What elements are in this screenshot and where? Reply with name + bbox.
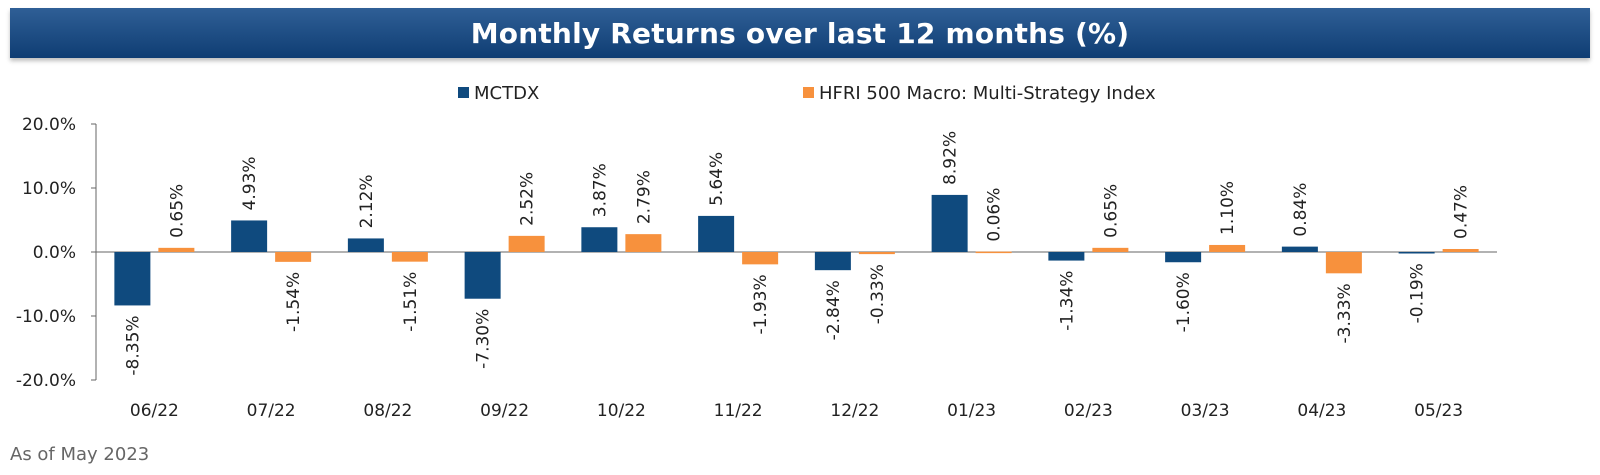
bar-mctdx <box>114 252 151 306</box>
legend-label: MCTDX <box>474 83 539 104</box>
data-label: -0.33% <box>868 264 888 324</box>
bar-hfri-index <box>508 235 545 252</box>
bar-mctdx <box>1165 252 1202 263</box>
data-label: -1.51% <box>401 272 421 332</box>
bar-mctdx <box>1281 246 1318 252</box>
bar-mctdx <box>698 215 735 252</box>
x-tick-label: 08/22 <box>363 401 412 421</box>
data-label: -3.33% <box>1335 283 1355 343</box>
bar-chart: MCTDX HFRI 500 Macro: Multi-Strategy Inde… <box>16 83 1497 421</box>
y-tick-label: -20.0% <box>16 371 76 391</box>
bar-mctdx <box>231 220 268 252</box>
y-tick-label: 20.0% <box>22 115 76 135</box>
legend-swatch <box>803 87 814 98</box>
legend-swatch <box>458 87 469 98</box>
bar-mctdx <box>814 252 851 271</box>
data-label: 2.79% <box>634 170 654 224</box>
y-tick-label: 10.0% <box>22 179 76 199</box>
data-label: -1.93% <box>751 274 771 334</box>
bar-hfri-index <box>158 247 195 252</box>
data-label: 0.06% <box>985 188 1005 242</box>
bar-hfri-index <box>742 252 779 265</box>
y-tick-label: -10.0% <box>16 307 76 327</box>
x-tick-label: 01/23 <box>947 401 996 421</box>
x-tick-label: 02/23 <box>1064 401 1113 421</box>
x-tick-label: 04/23 <box>1297 401 1346 421</box>
data-label: 0.65% <box>167 184 187 238</box>
bar-hfri-index <box>1209 244 1246 252</box>
bar-hfri-index <box>275 252 312 262</box>
data-label: 0.47% <box>1452 185 1472 239</box>
x-tick-label: 05/23 <box>1414 401 1463 421</box>
data-label: -1.60% <box>1174 272 1194 332</box>
bar-mctdx <box>1398 252 1435 254</box>
data-label: 0.65% <box>1101 184 1121 238</box>
data-label: 5.64% <box>707 152 727 206</box>
bar-hfri-index <box>858 252 895 255</box>
bar-hfri-index <box>1325 252 1362 274</box>
bar-mctdx <box>581 227 618 252</box>
bar-hfri-index <box>1092 247 1129 252</box>
legend-label: HFRI 500 Macro: Multi-Strategy Index <box>819 83 1156 104</box>
chart-title-bar: Monthly Returns over last 12 months (%) <box>10 8 1590 58</box>
data-label: -1.54% <box>284 272 304 332</box>
x-tick-label: 07/22 <box>247 401 296 421</box>
data-label: -8.35% <box>123 315 143 375</box>
x-tick-label: 06/22 <box>130 401 179 421</box>
bar-hfri-index <box>975 251 1012 254</box>
bar-hfri-index <box>625 234 662 252</box>
bar-mctdx <box>347 238 384 252</box>
x-tick-label: 09/22 <box>480 401 529 421</box>
x-tick-label: 11/22 <box>714 401 763 421</box>
x-tick-label: 10/22 <box>597 401 646 421</box>
bar-hfri-index <box>391 252 428 262</box>
data-label: 8.92% <box>941 131 961 185</box>
x-tick-label: 12/22 <box>830 401 879 421</box>
data-label: -7.30% <box>474 309 494 369</box>
y-tick-label: 0.0% <box>33 243 76 263</box>
data-label: 0.84% <box>1291 183 1311 237</box>
data-label: -2.84% <box>824 280 844 340</box>
footnote: As of May 2023 <box>10 444 150 465</box>
bar-hfri-index <box>1442 248 1479 252</box>
bar-mctdx <box>1048 252 1085 261</box>
bar-mctdx <box>931 194 968 252</box>
x-tick-label: 03/23 <box>1181 401 1230 421</box>
data-label: 2.12% <box>357 174 377 228</box>
data-label: -1.34% <box>1057 271 1077 331</box>
data-label: 2.52% <box>518 172 538 226</box>
data-label: 3.87% <box>590 163 610 217</box>
bar-mctdx <box>464 252 501 299</box>
data-label: -0.19% <box>1408 263 1428 323</box>
data-label: 4.93% <box>240 156 260 210</box>
chart-title: Monthly Returns over last 12 months (%) <box>470 16 1130 50</box>
data-label: 1.10% <box>1218 181 1238 235</box>
